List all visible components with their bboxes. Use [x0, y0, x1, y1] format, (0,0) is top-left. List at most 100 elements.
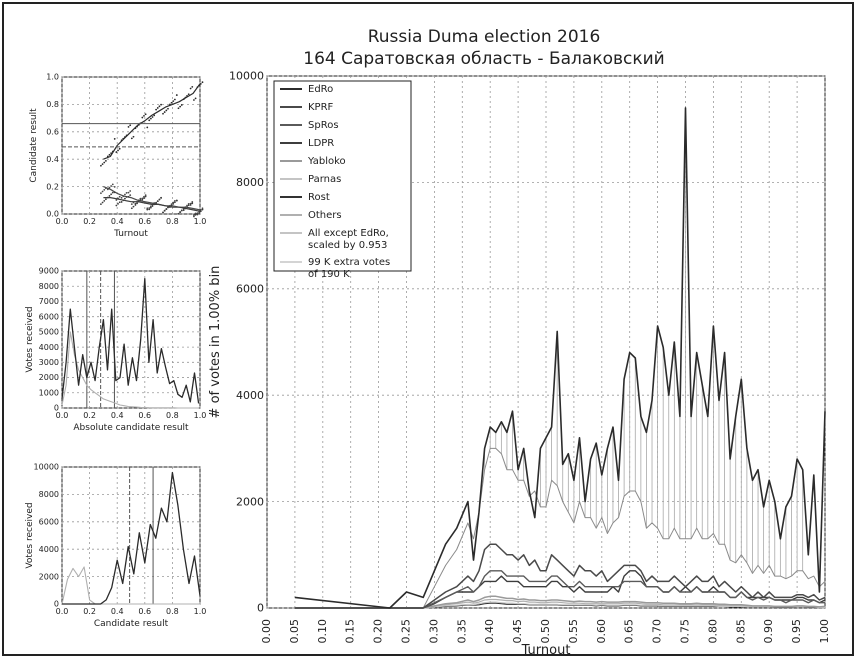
scatter-point: [115, 151, 118, 153]
scatter-point: [143, 197, 145, 200]
scatter-point: [143, 195, 145, 198]
scatter-point: [101, 163, 104, 166]
scatter-point: [130, 207, 133, 210]
legend-frame: [273, 80, 412, 272]
plot-area: [61, 76, 201, 215]
scatter-point: [117, 149, 119, 152]
scatter-point: [139, 197, 142, 200]
y-tick-label: 2000: [39, 572, 59, 581]
scatter-point: [118, 195, 121, 198]
x-tick-label: 0.10: [316, 619, 329, 644]
scatter-point: [108, 186, 111, 189]
scatter-point: [139, 199, 142, 201]
scatter-point: [132, 135, 135, 138]
x-tick-label: 0.60: [595, 619, 608, 644]
x-tick-label: 0.4: [111, 607, 124, 616]
scatter-point: [180, 209, 183, 212]
x-tick-label: 0.30: [427, 619, 440, 644]
scatter-point: [129, 124, 132, 127]
y-tick-label: 0: [54, 600, 59, 609]
legend-entry-label: EdRo: [308, 84, 333, 95]
x-tick-label: 0.2: [83, 217, 96, 226]
scatter-point: [194, 213, 197, 216]
scatter-point: [151, 205, 154, 207]
scatter-point: [141, 197, 144, 200]
scatter-point: [165, 109, 168, 112]
legend-entry-label: Rost: [308, 192, 330, 203]
inset-turnout-result-scatter: 0.0 0.2 0.4 0.6 0.8 1.0 0.0 0.2 0.4 0.6 0.8 1.0 Turn…: [29, 73, 206, 239]
scatter-point: [130, 203, 133, 206]
scatter-point: [155, 201, 158, 204]
y-tick-label: 4000: [39, 343, 59, 352]
y-tick-label: 4000: [39, 545, 59, 554]
scatter-point: [110, 185, 113, 187]
y-tick-label: 5000: [39, 328, 59, 337]
scatter-point: [132, 205, 135, 208]
scatter-point: [127, 191, 130, 194]
scatter-point: [191, 202, 194, 205]
scatter-point: [156, 200, 159, 203]
series-line-edro: [62, 471, 201, 605]
scatter-point: [162, 211, 164, 214]
x-tick-label: 0.35: [455, 619, 468, 644]
scatter-point: [179, 105, 182, 108]
x-tick-label: 0.0: [56, 411, 69, 420]
scatter-point: [143, 115, 145, 117]
scatter-point: [201, 207, 204, 210]
scatter-point: [141, 116, 144, 119]
y-tick-label: 3000: [39, 358, 59, 367]
scatter-point: [175, 199, 178, 202]
scatter-point: [172, 100, 175, 103]
scatter-point: [175, 94, 178, 96]
scatter-point: [148, 208, 151, 211]
x-tick-label: 0.65: [623, 619, 636, 644]
x-tick-label: 0.15: [344, 619, 357, 644]
legend-entry-label: SpRos: [308, 120, 339, 131]
scatter-point: [163, 111, 166, 113]
x-tick-label: 0.0: [56, 607, 69, 616]
scatter-point: [115, 199, 118, 201]
scatter-point: [163, 209, 166, 212]
scatter-point: [144, 195, 147, 198]
scatter-point: [187, 93, 190, 96]
y-tick-label: 1.0: [46, 73, 59, 82]
scatter-point: [136, 202, 138, 205]
scatter-point: [127, 125, 130, 128]
scatter-point: [124, 193, 126, 196]
scatter-point: [170, 101, 173, 104]
y-tick-label: 2000: [236, 495, 264, 508]
x-tick-label: 0.2: [83, 607, 96, 616]
legend-entry-label: Yabloko: [307, 156, 346, 167]
scatter-point: [187, 202, 190, 205]
scatter-point: [201, 81, 204, 84]
scatter-point: [129, 190, 132, 192]
y-tick-label: 8000: [236, 176, 264, 189]
x-tick-label: 0.2: [83, 411, 96, 420]
scatter-point: [191, 201, 194, 203]
scatter-point: [162, 112, 164, 115]
scatter-point: [148, 119, 151, 122]
scatter-trend-line: [103, 197, 201, 212]
x-tick-label: 0.70: [651, 619, 664, 644]
scatter-point: [199, 208, 202, 211]
x-axis-label: Candidate result: [94, 619, 169, 629]
scatter-point: [189, 202, 192, 205]
plot-area: [61, 270, 201, 409]
series-line-parnas: [294, 601, 825, 609]
y-tick-label: 0.4: [46, 155, 59, 164]
scatter-point: [153, 114, 156, 117]
scatter-point: [180, 104, 183, 106]
scatter-point: [160, 196, 162, 199]
scatter-point: [118, 147, 121, 150]
y-tick-label: 0: [257, 602, 264, 615]
y-tick-label: 6000: [39, 517, 59, 526]
x-tick-label: 0.20: [372, 619, 385, 644]
legend-entry-label: Others: [308, 210, 342, 221]
scatter-point: [110, 193, 113, 196]
x-tick-label: 1.0: [194, 217, 207, 226]
x-tick-label: 0.05: [288, 619, 301, 644]
y-tick-label: 8000: [39, 490, 59, 499]
series-line-kprf: [294, 543, 826, 609]
y-tick-label: 7000: [39, 297, 59, 306]
